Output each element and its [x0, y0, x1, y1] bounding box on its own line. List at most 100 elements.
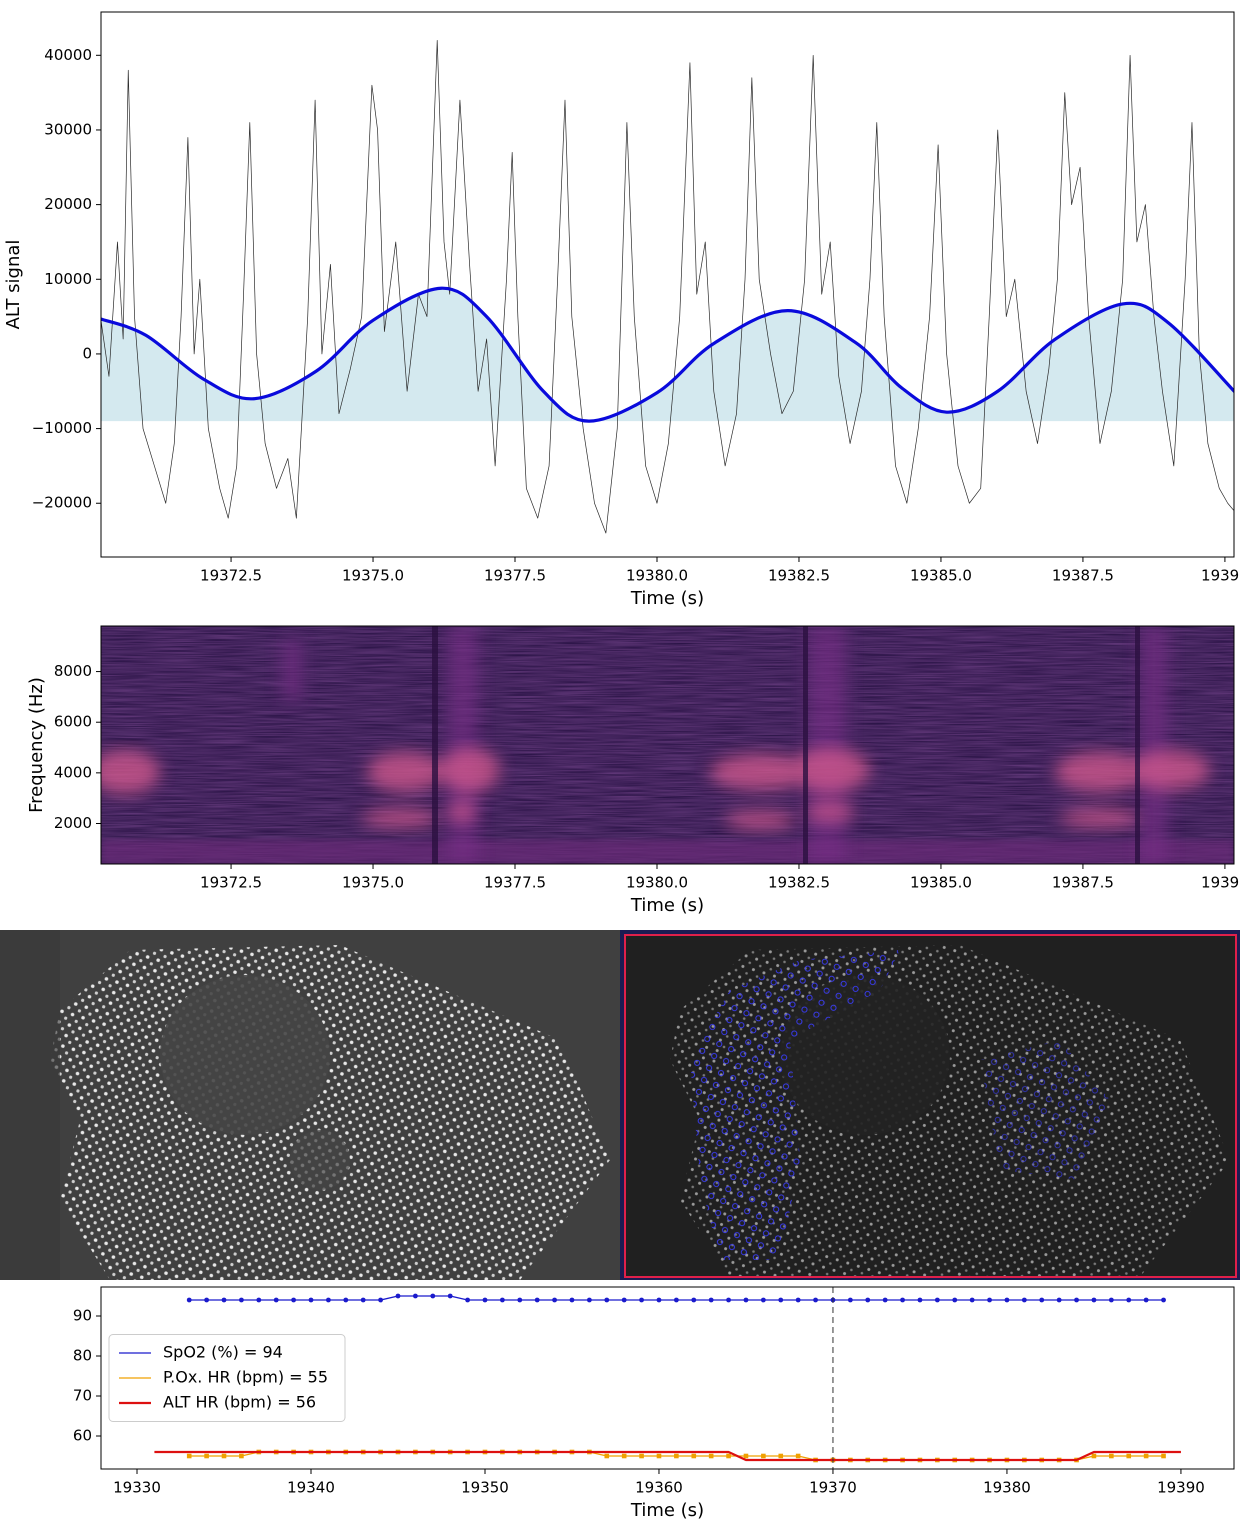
marker	[1004, 1297, 1010, 1303]
marker	[517, 1297, 523, 1303]
plot-area	[101, 40, 1234, 534]
x-tick-label: 19350	[461, 1479, 509, 1497]
x-tick-label: 19372.5	[200, 874, 262, 892]
marker	[778, 1297, 784, 1303]
axes-frame	[100, 625, 1235, 865]
marker	[1091, 1453, 1097, 1459]
y-axis-label: ALT signal	[3, 240, 24, 330]
axes-frame	[100, 11, 1235, 558]
marker	[1143, 1453, 1149, 1459]
marker	[360, 1297, 366, 1303]
marker	[1143, 1297, 1149, 1303]
marker	[1108, 1297, 1114, 1303]
x-tick-label: 19330	[113, 1479, 161, 1497]
x-axis-label: Time (s)	[630, 895, 704, 916]
marker	[447, 1293, 453, 1299]
marker	[900, 1297, 905, 1303]
marker	[1056, 1297, 1062, 1303]
marker	[499, 1297, 505, 1303]
marker	[430, 1293, 436, 1299]
marker	[656, 1453, 662, 1459]
marker	[743, 1297, 749, 1303]
marker	[987, 1297, 992, 1303]
marker	[552, 1297, 557, 1303]
marker	[1126, 1453, 1132, 1459]
x-axis-label: Time (s)	[630, 588, 704, 609]
marker	[273, 1297, 279, 1303]
y-tick-label: −20000	[32, 494, 92, 512]
marker	[256, 1297, 262, 1303]
x-tick-label: 19390	[1201, 567, 1240, 585]
marker	[604, 1453, 610, 1459]
area	[101, 288, 1234, 422]
marker	[743, 1453, 749, 1459]
marker	[847, 1297, 853, 1303]
marker	[761, 1453, 766, 1459]
marker	[326, 1297, 331, 1303]
marker	[186, 1297, 192, 1303]
marker	[865, 1297, 871, 1303]
x-tick-label: 19380.0	[626, 874, 688, 892]
x-tick-label: 19380	[983, 1479, 1031, 1497]
x-tick-label: 19370	[809, 1479, 857, 1497]
marker	[691, 1297, 697, 1303]
y-tick-label: 2000	[54, 814, 92, 832]
marker	[952, 1297, 958, 1303]
y-tick-label: 40000	[44, 46, 92, 64]
marker	[1091, 1297, 1097, 1303]
marker	[691, 1453, 697, 1459]
x-tick-label: 19382.5	[768, 567, 830, 585]
series-line	[154, 1450, 1181, 1462]
marker	[239, 1453, 244, 1459]
y-tick-label: 8000	[54, 662, 92, 680]
y-tick-label: 20000	[44, 195, 92, 213]
marker	[1074, 1297, 1079, 1303]
marker	[239, 1297, 244, 1303]
marker	[569, 1297, 575, 1303]
marker	[186, 1453, 192, 1459]
series-line	[101, 40, 1234, 534]
marker	[343, 1297, 349, 1303]
marker	[221, 1297, 227, 1303]
y-axis-label: Frequency (Hz)	[26, 677, 47, 813]
marker	[934, 1297, 940, 1303]
marker	[1126, 1297, 1132, 1303]
x-tick-label: 19380.0	[626, 567, 688, 585]
y-tick-label: 0	[82, 344, 92, 362]
legend-label: P.Ox. HR (bpm) = 55	[163, 1368, 328, 1387]
marker	[639, 1297, 644, 1303]
x-tick-label: 19385.0	[910, 874, 972, 892]
y-tick-label: 4000	[54, 763, 92, 781]
marker	[482, 1297, 488, 1303]
marker	[291, 1297, 297, 1303]
y-tick-label: 10000	[44, 270, 92, 288]
y-tick-label: 70	[73, 1387, 92, 1405]
marker	[674, 1453, 679, 1459]
y-tick-label: 6000	[54, 713, 92, 731]
x-tick-label: 19385.0	[910, 567, 972, 585]
x-tick-label: 19360	[635, 1479, 683, 1497]
marker	[221, 1453, 227, 1459]
x-tick-label: 19387.5	[1052, 874, 1114, 892]
legend-label: ALT HR (bpm) = 56	[163, 1393, 316, 1412]
marker	[621, 1297, 627, 1303]
legend-label: SpO2 (%) = 94	[163, 1343, 283, 1362]
y-tick-label: 90	[73, 1307, 92, 1325]
x-tick-label: 19340	[287, 1479, 335, 1497]
marker	[917, 1297, 923, 1303]
marker	[760, 1297, 766, 1303]
marker	[778, 1453, 784, 1459]
y-tick-label: 80	[73, 1347, 92, 1365]
y-tick-label: −10000	[32, 419, 92, 437]
marker	[1161, 1297, 1166, 1303]
marker	[534, 1297, 540, 1303]
marker	[378, 1297, 383, 1303]
y-tick-label: 60	[73, 1427, 92, 1445]
marker	[673, 1297, 679, 1303]
marker	[308, 1297, 314, 1303]
marker	[204, 1297, 210, 1303]
marker	[412, 1293, 418, 1299]
marker	[204, 1453, 209, 1459]
marker	[656, 1297, 662, 1303]
marker	[604, 1297, 610, 1303]
